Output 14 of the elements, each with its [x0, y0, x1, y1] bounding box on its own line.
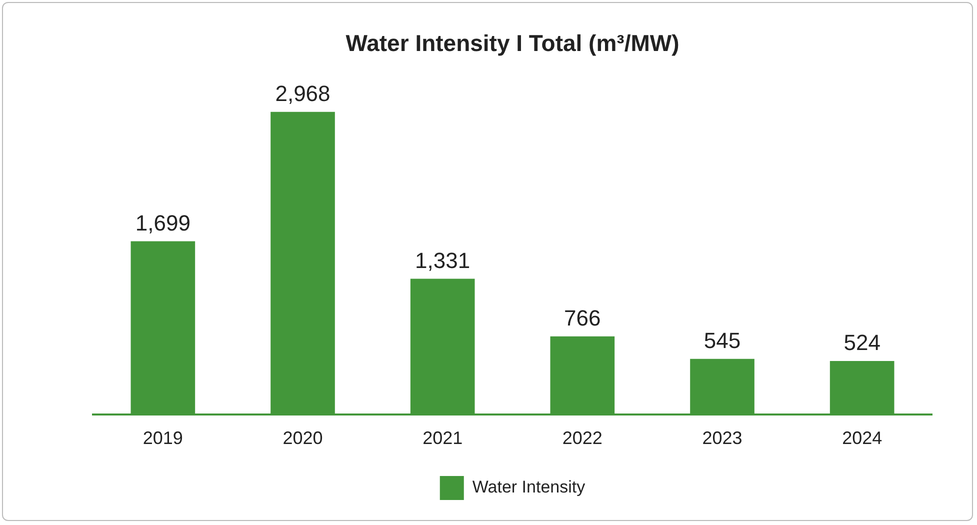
- data-label: 545: [704, 328, 741, 353]
- x-tick-label: 2023: [702, 428, 742, 448]
- data-label: 1,331: [415, 248, 470, 273]
- x-tick-label: 2024: [842, 428, 882, 448]
- data-label: 2,968: [275, 80, 330, 106]
- data-label: 1,699: [135, 210, 190, 236]
- x-tick-label: 2019: [142, 428, 183, 448]
- x-tick-label: 2020: [282, 428, 323, 448]
- data-label: 766: [564, 305, 601, 330]
- data-label: 524: [844, 330, 880, 356]
- chart-title: Water Intensity I Total (m³/MW): [346, 30, 680, 56]
- legend-label: Water Intensity: [472, 478, 586, 497]
- x-tick-label: 2022: [562, 428, 602, 448]
- x-tick-label: 2021: [422, 428, 463, 448]
